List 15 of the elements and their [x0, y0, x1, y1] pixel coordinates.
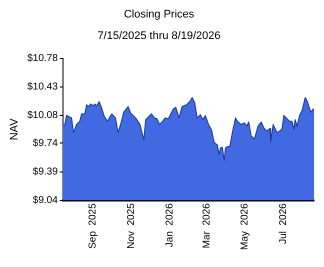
y-tick-label: $9.39 [32, 166, 58, 178]
y-tick-label: $10.43 [27, 82, 58, 93]
x-tick-label: Jul 2026 [278, 202, 289, 244]
x-tick-label: Mar 2026 [201, 202, 212, 248]
y-tick-label: $9.04 [32, 195, 58, 206]
y-tick-label: $10.08 [27, 110, 58, 122]
y-tick-label: $9.74 [32, 138, 58, 149]
y-axis-title: NAV [8, 118, 21, 140]
x-tick-label: May 2026 [240, 202, 251, 250]
x-tick-label: Jan 2026 [164, 202, 176, 248]
x-tick-label: Sep 2025 [88, 202, 99, 249]
chart-title: Closing Prices [124, 8, 195, 21]
chart-subtitle: 7/15/2025 thru 8/19/2026 [98, 30, 220, 42]
y-tick-label: $10.78 [27, 53, 58, 64]
x-tick-label: Nov 2025 [126, 202, 137, 249]
